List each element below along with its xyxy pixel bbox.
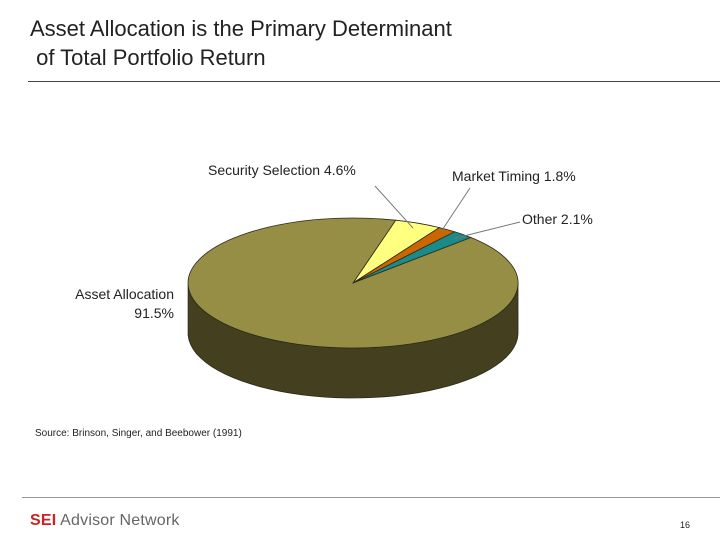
title-line-1: Asset Allocation is the Primary Determin… (30, 16, 452, 41)
label-asset-allocation-value: 91.5% (134, 305, 174, 321)
logo-name: Advisor Network (60, 512, 180, 529)
title-line-2: of Total Portfolio Return (30, 45, 266, 70)
leader-line-security-selection (374, 185, 414, 229)
footer-divider (22, 497, 720, 498)
leader-line-other (454, 221, 521, 239)
label-market-timing: Market Timing 1.8% (452, 168, 576, 184)
label-asset-allocation: Asset Allocation 91.5% (48, 285, 174, 323)
title-divider (28, 81, 720, 82)
leader-line-market-timing (439, 187, 471, 235)
page-number: 16 (680, 520, 691, 530)
label-security-selection: Security Selection 4.6% (208, 162, 356, 178)
label-asset-allocation-name: Asset Allocation (75, 286, 174, 302)
logo-brand: SEI (30, 512, 57, 529)
sei-logo: SEI Advisor Network (30, 512, 180, 530)
source-note: Source: Brinson, Singer, and Beebower (1… (35, 428, 242, 439)
label-other: Other 2.1% (522, 211, 593, 227)
slide-title: Asset Allocation is the Primary Determin… (30, 14, 452, 72)
pie-slice-asset-allocation (187, 217, 519, 349)
